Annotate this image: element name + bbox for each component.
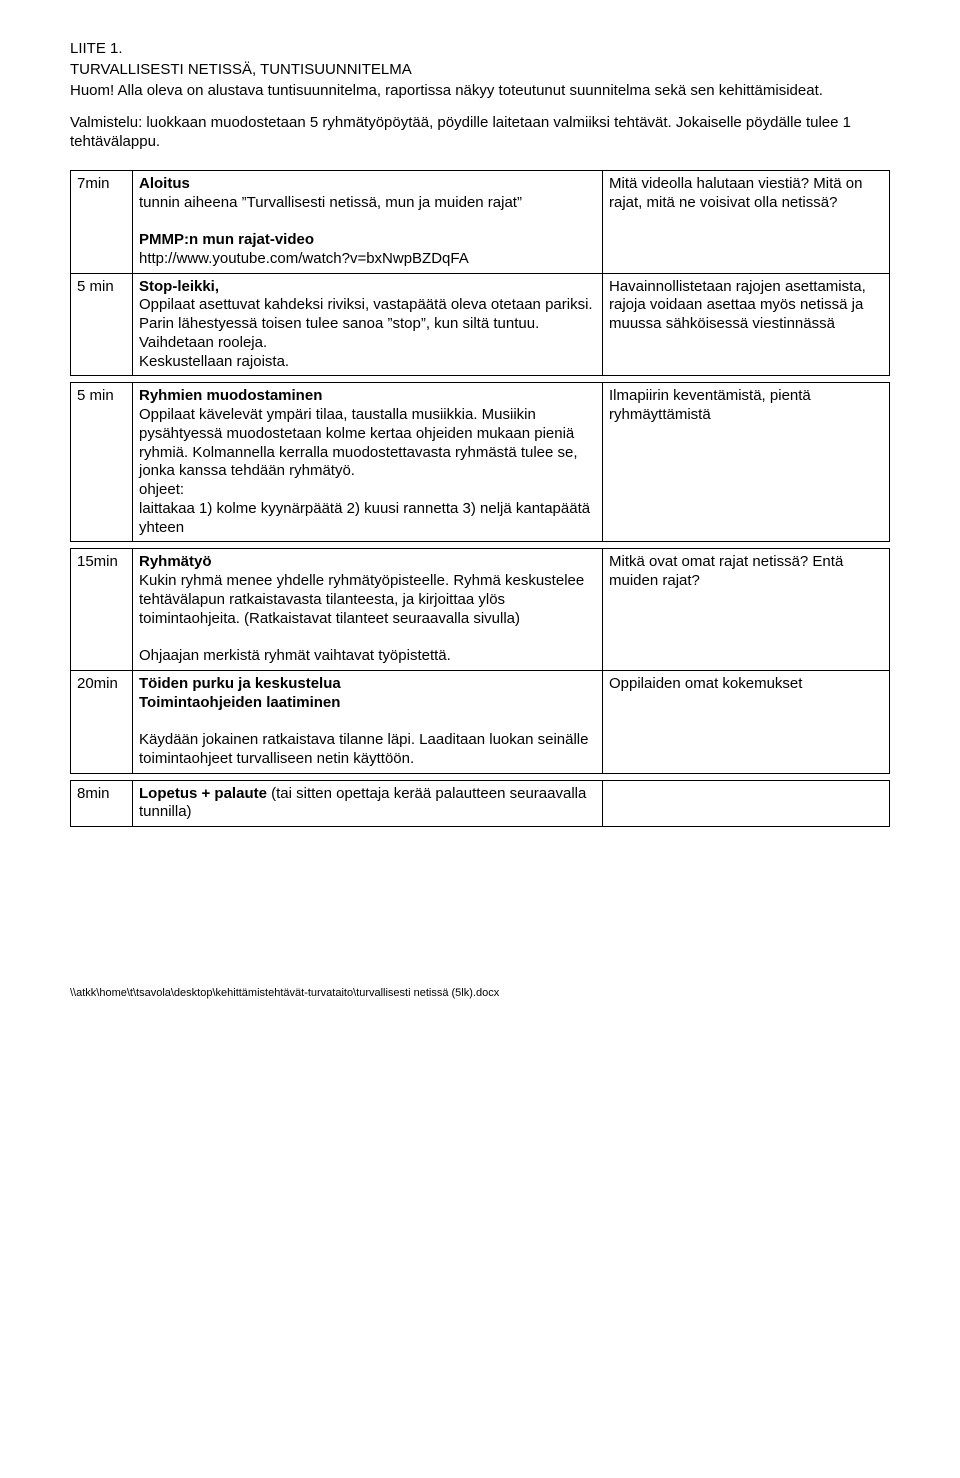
time-cell: 15min xyxy=(71,549,133,671)
note-cell: Mitkä ovat omat rajat netissä? Entä muid… xyxy=(603,549,890,671)
activity-cell: Lopetus + palaute (tai sitten opettaja k… xyxy=(133,780,603,827)
note-cell xyxy=(603,780,890,827)
note-cell: Ilmapiirin keventämistä, pientä ryhmäytt… xyxy=(603,383,890,542)
activity-cell: Aloitustunnin aiheena ”Turvallisesti net… xyxy=(133,170,603,273)
footer-path: \\atkk\home\t\tsavola\desktop\kehittämis… xyxy=(70,987,890,1001)
liite-label: LIITE 1. xyxy=(70,40,890,59)
activity-cell: RyhmätyöKukin ryhmä menee yhdelle ryhmät… xyxy=(133,549,603,671)
note-cell: Oppilaiden omat kokemukset xyxy=(603,670,890,773)
page-title: TURVALLISESTI NETISSÄ, TUNTISUUNNITELMA xyxy=(70,61,890,80)
note-cell: Mitä videolla halutaan viestiä? Mitä on … xyxy=(603,170,890,273)
setup-text: Valmistelu: luokkaan muodostetaan 5 ryhm… xyxy=(70,114,890,152)
time-cell: 7min xyxy=(71,170,133,273)
time-cell: 20min xyxy=(71,670,133,773)
lesson-plan-table: 7minAloitustunnin aiheena ”Turvallisesti… xyxy=(70,170,890,827)
time-cell: 5 min xyxy=(71,273,133,376)
intro-text: Huom! Alla oleva on alustava tuntisuunni… xyxy=(70,82,890,101)
time-cell: 8min xyxy=(71,780,133,827)
activity-cell: Ryhmien muodostaminenOppilaat kävelevät … xyxy=(133,383,603,542)
activity-cell: Töiden purku ja keskusteluaToimintaohjei… xyxy=(133,670,603,773)
activity-cell: Stop-leikki,Oppilaat asettuvat kahdeksi … xyxy=(133,273,603,376)
time-cell: 5 min xyxy=(71,383,133,542)
note-cell: Havainnollistetaan rajojen asettamista, … xyxy=(603,273,890,376)
